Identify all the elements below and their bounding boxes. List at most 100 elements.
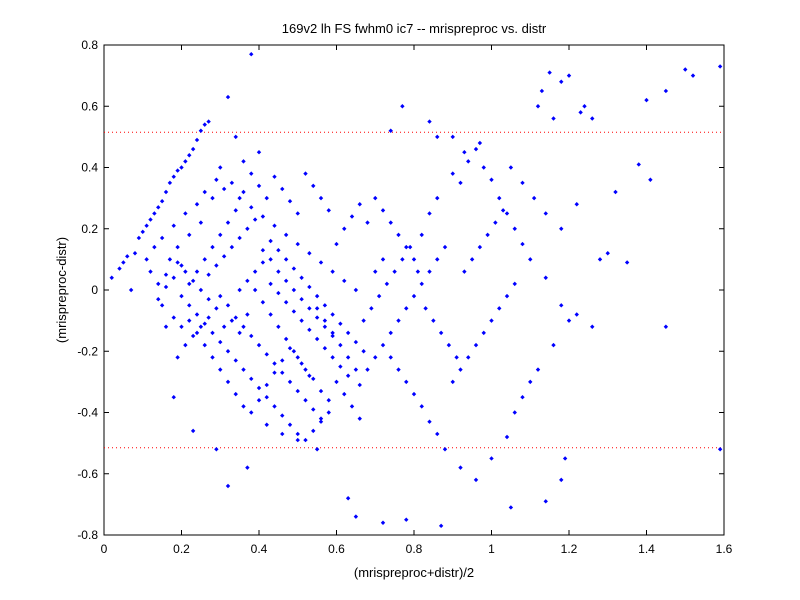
data-point [314, 306, 320, 311]
data-point [249, 376, 254, 382]
data-point [252, 287, 258, 293]
data-point [504, 293, 510, 299]
data-point [280, 370, 285, 375]
data-point [179, 293, 184, 299]
data-point [283, 336, 289, 342]
data-point [376, 293, 382, 299]
data-point [268, 238, 273, 244]
data-point [520, 180, 525, 186]
data-point [218, 232, 223, 238]
data-point [183, 342, 188, 348]
data-point [369, 306, 374, 311]
data-point [357, 202, 362, 207]
y-tick-label: 0.8 [81, 38, 98, 52]
data-point [260, 247, 266, 253]
data-point [287, 345, 293, 351]
data-point [276, 269, 281, 274]
plot-area [103, 44, 725, 536]
data-point [194, 330, 200, 336]
data-point [500, 208, 506, 213]
data-point [469, 257, 475, 262]
data-point [543, 211, 548, 216]
data-point [225, 379, 231, 385]
data-point [427, 269, 432, 274]
data-point [179, 165, 184, 170]
data-point [326, 208, 331, 213]
data-point [566, 318, 572, 323]
data-point [373, 269, 378, 274]
data-point [237, 195, 242, 201]
data-point [380, 520, 386, 525]
data-point [338, 364, 343, 369]
data-point [264, 394, 269, 400]
data-point [512, 410, 517, 415]
data-point [156, 205, 161, 210]
data-point [125, 254, 130, 259]
data-point [256, 398, 262, 403]
data-point [295, 241, 300, 247]
data-point [148, 217, 153, 222]
data-point [373, 195, 378, 201]
data-point [322, 345, 328, 351]
data-point [365, 367, 370, 372]
data-point [489, 177, 494, 182]
data-point [233, 315, 238, 320]
data-point [574, 202, 579, 207]
data-point [357, 416, 362, 421]
data-point [322, 303, 328, 308]
data-point [520, 394, 525, 400]
data-point [214, 447, 219, 452]
data-point [202, 122, 207, 127]
data-point [159, 198, 165, 204]
data-point [373, 355, 378, 360]
data-point [276, 290, 281, 296]
data-point [473, 477, 479, 483]
data-point [225, 303, 231, 308]
data-point [663, 88, 669, 94]
x-tick-label: 0.2 [173, 542, 190, 556]
x-axis-title: (mrispreproc+distr)/2 [354, 565, 474, 580]
data-point [345, 355, 351, 360]
y-tick-label: -0.4 [77, 406, 98, 420]
data-point [307, 284, 312, 290]
data-point [307, 373, 312, 378]
data-point [338, 342, 343, 348]
data-point [225, 483, 231, 489]
data-point [508, 505, 514, 510]
data-point [303, 367, 308, 372]
data-point [206, 119, 211, 124]
data-point [307, 327, 312, 333]
data-point [365, 220, 370, 225]
data-point [415, 269, 421, 274]
data-point [268, 281, 273, 287]
data-point [272, 361, 277, 366]
data-point [419, 232, 424, 238]
data-point [109, 275, 114, 280]
data-point [334, 379, 339, 385]
data-point [683, 67, 688, 72]
data-point [435, 431, 440, 437]
data-point [322, 318, 328, 323]
data-point [283, 278, 289, 284]
data-point [396, 367, 401, 372]
data-point [497, 306, 502, 311]
data-point [241, 367, 246, 372]
data-point [404, 517, 409, 522]
data-point [318, 195, 324, 201]
data-point [528, 257, 533, 262]
data-point [249, 205, 254, 210]
data-point [349, 404, 355, 409]
data-point [435, 134, 440, 140]
data-point [396, 232, 401, 238]
data-point [183, 211, 188, 216]
data-point [299, 361, 304, 366]
data-point [466, 159, 471, 164]
data-point [566, 73, 572, 78]
data-point [272, 370, 277, 375]
data-point [450, 379, 455, 385]
data-point [198, 128, 204, 133]
y-tick-label: 0 [91, 283, 98, 297]
data-point [353, 514, 359, 519]
data-point [295, 355, 300, 360]
data-point [260, 300, 266, 305]
